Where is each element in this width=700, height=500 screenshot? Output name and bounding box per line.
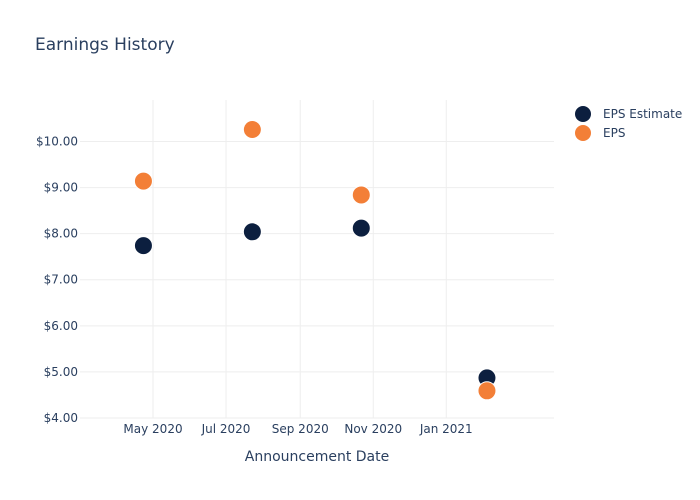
y-tick-label: $10.00: [36, 134, 78, 148]
legend-item-eps-estimate[interactable]: EPS Estimate: [575, 106, 682, 122]
eps-estimate-point: [133, 236, 153, 256]
eps-estimate-point: [242, 222, 262, 242]
eps-point: [351, 185, 371, 205]
y-tick-label: $7.00: [44, 273, 78, 287]
x-tick-label: Jan 2021: [419, 422, 473, 436]
grid-lines: [80, 100, 554, 419]
y-tick-label: $9.00: [44, 181, 78, 195]
x-axis-title: Announcement Date: [245, 449, 389, 465]
x-tick-label: Jul 2020: [201, 422, 251, 436]
eps-point: [133, 171, 153, 191]
axis-ticks: May 2020 Jul 2020 Sep 2020 Nov 2020 Jan 2021…: [36, 134, 473, 436]
legend-label: EPS: [603, 126, 625, 140]
legend-marker: [575, 106, 591, 122]
legend[interactable]: EPS Estimate EPS: [575, 106, 682, 141]
y-tick-label: $8.00: [44, 227, 78, 241]
eps-point: [242, 119, 262, 139]
y-tick-label: $4.00: [44, 411, 78, 425]
chart-title: Earnings History: [35, 35, 175, 55]
eps-point: [477, 381, 497, 401]
data-points: [133, 119, 497, 401]
x-tick-label: Nov 2020: [344, 422, 402, 436]
x-tick-label: Sep 2020: [272, 422, 329, 436]
legend-marker: [575, 125, 591, 141]
eps-estimate-point: [351, 218, 371, 238]
legend-item-eps[interactable]: EPS: [575, 125, 625, 141]
legend-label: EPS Estimate: [603, 107, 682, 121]
y-tick-label: $6.00: [44, 319, 78, 333]
x-tick-label: May 2020: [123, 422, 182, 436]
y-tick-label: $5.00: [44, 365, 78, 379]
